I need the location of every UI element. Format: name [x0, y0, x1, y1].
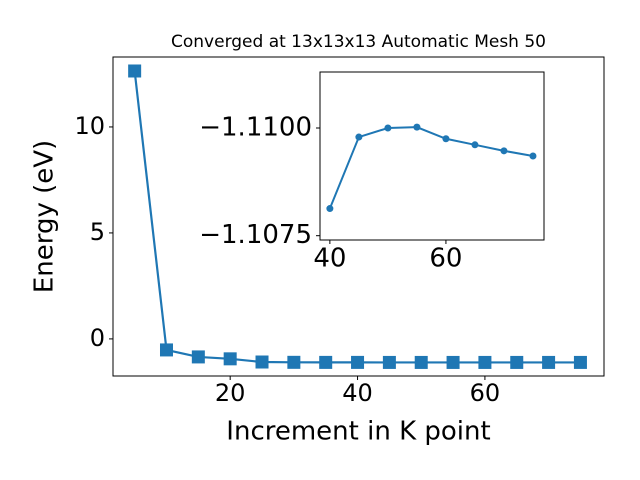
- inset-background: [320, 72, 544, 240]
- marker: [471, 141, 479, 149]
- x-tick-label: 20: [215, 379, 246, 407]
- marker: [128, 64, 142, 78]
- marker: [355, 133, 363, 141]
- marker: [500, 147, 508, 155]
- y-tick-label: 10: [74, 112, 105, 140]
- marker: [529, 152, 537, 160]
- marker: [223, 352, 237, 366]
- marker: [191, 350, 205, 364]
- marker: [382, 355, 396, 369]
- y-tick-label: 0: [90, 324, 105, 352]
- marker: [478, 355, 492, 369]
- chart-title: Converged at 13x13x13 Automatic Mesh 50: [171, 32, 546, 52]
- marker: [384, 124, 392, 132]
- x-tick-label: 60: [429, 244, 462, 274]
- marker: [442, 135, 450, 143]
- marker: [573, 355, 587, 369]
- x-axis-label: Increment in K point: [226, 417, 490, 447]
- marker: [413, 123, 421, 131]
- marker: [351, 355, 365, 369]
- marker: [319, 355, 333, 369]
- marker: [159, 343, 173, 357]
- y-tick-label: −1.1075: [199, 220, 312, 250]
- marker: [414, 355, 428, 369]
- marker: [510, 355, 524, 369]
- plot-frame: [319, 71, 545, 241]
- marker: [542, 355, 556, 369]
- x-tick-label: 40: [313, 244, 346, 274]
- plot-frame: [112, 56, 605, 377]
- marker: [255, 355, 269, 369]
- x-tick-label: 60: [470, 379, 501, 407]
- marker: [326, 205, 334, 213]
- marker: [446, 355, 460, 369]
- x-tick-label: 40: [342, 379, 373, 407]
- marker: [287, 355, 301, 369]
- y-tick-label: 5: [90, 218, 105, 246]
- y-axis-label: Energy (eV): [30, 140, 60, 293]
- series-line: [328, 126, 534, 209]
- y-tick-label: −1.1100: [199, 113, 312, 143]
